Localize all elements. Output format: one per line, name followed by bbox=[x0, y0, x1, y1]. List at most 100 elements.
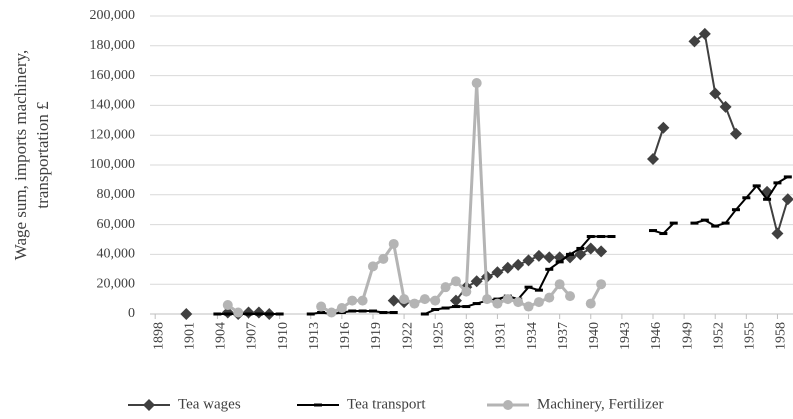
point-marker bbox=[574, 248, 587, 261]
x-tick-label: 1958 bbox=[774, 322, 789, 350]
point-marker bbox=[471, 78, 482, 89]
point-marker bbox=[698, 27, 711, 40]
point-marker bbox=[565, 291, 576, 302]
point-marker bbox=[700, 218, 709, 222]
point-marker bbox=[461, 286, 472, 297]
x-tick-label: 1919 bbox=[369, 322, 384, 350]
point-marker bbox=[595, 245, 608, 258]
y-tick-label: 120,000 bbox=[90, 127, 136, 142]
x-tick-label: 1949 bbox=[680, 322, 695, 350]
point-marker bbox=[275, 312, 284, 316]
point-marker bbox=[513, 297, 524, 308]
point-marker bbox=[731, 208, 740, 212]
point-marker bbox=[576, 246, 585, 250]
legend-label: Tea transport bbox=[347, 396, 426, 412]
point-marker bbox=[584, 242, 597, 255]
y-tick-label: 100,000 bbox=[90, 157, 136, 172]
x-tick-label: 1946 bbox=[649, 322, 664, 350]
point-marker bbox=[450, 276, 461, 287]
x-tick-label: 1934 bbox=[525, 322, 540, 350]
point-marker bbox=[367, 261, 378, 272]
point-marker bbox=[470, 275, 483, 288]
point-marker bbox=[449, 294, 462, 307]
legend-marker bbox=[143, 399, 155, 411]
point-marker bbox=[566, 252, 575, 256]
point-marker bbox=[752, 184, 761, 188]
x-tick-label: 1916 bbox=[338, 322, 353, 350]
point-marker bbox=[781, 193, 793, 206]
x-tick-label: 1901 bbox=[183, 322, 198, 350]
point-marker bbox=[646, 153, 659, 166]
y-axis-label: transportation £ bbox=[33, 101, 52, 208]
x-tick-label: 1952 bbox=[711, 322, 726, 350]
point-marker bbox=[244, 312, 253, 316]
y-axis-label: Wage sum, imports machinery, bbox=[11, 50, 30, 260]
point-marker bbox=[440, 282, 451, 293]
point-marker bbox=[430, 295, 441, 306]
point-marker bbox=[472, 302, 481, 306]
x-tick-label: 1925 bbox=[431, 322, 446, 350]
point-marker bbox=[607, 235, 616, 239]
point-marker bbox=[379, 311, 388, 315]
point-marker bbox=[387, 294, 400, 307]
point-marker bbox=[316, 301, 327, 312]
point-marker bbox=[462, 305, 471, 309]
point-marker bbox=[451, 305, 460, 309]
point-marker bbox=[358, 309, 367, 313]
point-marker bbox=[719, 100, 732, 113]
point-marker bbox=[326, 307, 337, 318]
x-tick-label: 1922 bbox=[400, 322, 415, 350]
point-marker bbox=[544, 292, 555, 303]
point-marker bbox=[554, 279, 565, 290]
y-tick-label: 200,000 bbox=[90, 8, 136, 23]
point-marker bbox=[482, 294, 493, 305]
y-tick-label: 140,000 bbox=[90, 98, 136, 113]
point-marker bbox=[420, 312, 429, 316]
x-tick-label: 1940 bbox=[587, 322, 602, 350]
point-marker bbox=[659, 232, 668, 236]
y-tick-label: 80,000 bbox=[97, 187, 136, 202]
point-marker bbox=[431, 308, 440, 312]
point-marker bbox=[532, 249, 545, 262]
legend-label: Machinery, Fertilizer bbox=[537, 396, 663, 412]
point-marker bbox=[523, 301, 534, 312]
point-marker bbox=[347, 295, 358, 306]
point-marker bbox=[213, 312, 222, 316]
point-marker bbox=[669, 221, 678, 225]
legend-label: Tea wages bbox=[178, 396, 241, 412]
point-marker bbox=[254, 312, 263, 316]
point-marker bbox=[657, 121, 670, 134]
point-marker bbox=[388, 238, 399, 249]
point-marker bbox=[648, 229, 657, 233]
point-marker bbox=[512, 258, 525, 271]
point-marker bbox=[389, 311, 398, 315]
point-marker bbox=[534, 288, 543, 292]
point-marker bbox=[223, 312, 232, 316]
point-marker bbox=[688, 35, 701, 48]
x-tick-label: 1907 bbox=[245, 322, 260, 350]
x-tick-label: 1904 bbox=[214, 322, 229, 350]
point-marker bbox=[441, 306, 450, 310]
y-tick-label: 0 bbox=[128, 306, 135, 321]
point-marker bbox=[306, 312, 315, 316]
point-marker bbox=[492, 298, 503, 309]
point-marker bbox=[729, 127, 742, 140]
point-marker bbox=[222, 300, 233, 311]
point-marker bbox=[773, 181, 782, 185]
point-marker bbox=[524, 285, 533, 289]
point-marker bbox=[555, 260, 564, 264]
point-marker bbox=[265, 312, 274, 316]
point-marker bbox=[711, 224, 720, 228]
point-marker bbox=[585, 298, 596, 309]
x-tick-label: 1910 bbox=[276, 322, 291, 350]
x-tick-label: 1898 bbox=[151, 322, 166, 350]
y-tick-label: 180,000 bbox=[90, 38, 136, 53]
point-marker bbox=[596, 279, 607, 290]
point-marker bbox=[690, 221, 699, 225]
point-marker bbox=[522, 254, 535, 267]
point-marker bbox=[742, 196, 751, 200]
x-tick-label: 1937 bbox=[556, 322, 571, 350]
legend-marker bbox=[314, 403, 322, 407]
point-marker bbox=[501, 261, 514, 274]
